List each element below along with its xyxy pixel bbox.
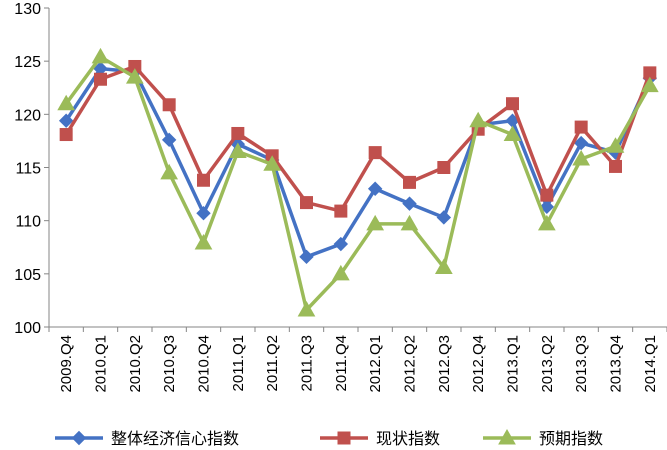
data-point — [58, 113, 74, 128]
x-tick-label: 2013.Q2 — [539, 335, 556, 393]
data-point — [573, 135, 589, 151]
data-point — [194, 233, 213, 250]
y-tick-label: 115 — [15, 161, 41, 178]
series-1 — [58, 61, 658, 265]
data-point — [91, 47, 110, 64]
data-point — [263, 155, 282, 171]
data-point — [503, 125, 522, 142]
y-tick-label: 120 — [14, 107, 41, 124]
legend-item-2: 现状指数 — [320, 429, 440, 448]
data-point — [334, 204, 348, 218]
x-tick-label: 2014.Q1 — [642, 335, 659, 393]
series-layer — [57, 47, 659, 317]
legend-swatch-marker — [71, 430, 87, 446]
legend-item-3: 预期指数 — [483, 428, 603, 448]
data-point — [228, 142, 247, 159]
data-point — [537, 214, 556, 231]
x-axis-ticks: 2009.Q4 2010.Q1 2010.Q2 2010.Q3 2010.Q4 2011.… — [48, 327, 667, 393]
x-tick-label: 2012.Q1 — [367, 335, 384, 393]
x-tick-label: 2013.Q1 — [505, 335, 522, 393]
data-point — [161, 132, 177, 148]
data-point — [300, 196, 313, 210]
data-point — [366, 214, 385, 231]
data-point — [402, 196, 417, 211]
data-point — [59, 128, 73, 142]
axes — [48, 8, 667, 328]
x-tick-label: 2011.Q4 — [333, 335, 350, 391]
data-point — [125, 68, 144, 84]
data-point — [367, 181, 383, 196]
x-tick-label: 2010.Q2 — [127, 335, 144, 393]
x-tick-label: 2012.Q3 — [436, 335, 453, 393]
series-2 — [59, 59, 657, 218]
x-tick-label: 2011.Q3 — [299, 335, 316, 391]
data-point — [299, 249, 314, 265]
legend: 整体经济信心指数 现状指数 预期指数 — [55, 428, 603, 448]
data-point — [574, 120, 588, 134]
x-tick-label: 2010.Q1 — [93, 335, 110, 393]
data-point — [160, 163, 179, 180]
data-point — [331, 264, 350, 281]
legend-label: 整体经济信心指数 — [111, 429, 239, 448]
data-point — [197, 173, 210, 187]
x-tick-label: 2010.Q3 — [161, 335, 178, 393]
data-point — [196, 206, 211, 221]
data-point — [572, 149, 591, 166]
x-tick-label: 2009.Q4 — [58, 335, 75, 393]
data-point — [436, 210, 452, 225]
data-point — [57, 94, 76, 111]
series-line — [64, 55, 652, 312]
data-point — [297, 300, 316, 317]
series-3 — [57, 47, 659, 317]
x-tick-label: 2011.Q1 — [230, 335, 247, 391]
x-tick-label: 2012.Q4 — [470, 335, 487, 393]
data-point — [434, 258, 453, 274]
x-tick-label: 2013.Q4 — [608, 335, 625, 393]
data-point — [606, 137, 625, 153]
y-tick-label: 130 — [14, 1, 41, 18]
data-point — [540, 188, 554, 202]
x-tick-label: 2011.Q2 — [264, 335, 281, 391]
data-point — [469, 111, 488, 128]
data-point — [506, 97, 519, 111]
data-point — [368, 146, 382, 160]
y-tick-label: 125 — [14, 54, 41, 71]
legend-label: 现状指数 — [376, 429, 440, 448]
legend-swatch-marker — [498, 428, 516, 445]
series-line — [64, 64, 652, 213]
data-point — [539, 199, 555, 215]
x-tick-label: 2010.Q4 — [196, 335, 213, 393]
x-tick-label: 2012.Q2 — [402, 335, 419, 393]
data-point — [403, 175, 416, 189]
data-point — [333, 236, 349, 252]
data-point — [609, 159, 622, 173]
data-point — [437, 161, 451, 174]
data-point — [640, 76, 659, 93]
y-tick-label: 105 — [14, 267, 41, 284]
data-point — [162, 98, 176, 112]
data-point — [400, 214, 419, 231]
data-point — [94, 72, 107, 86]
x-tick-label: 2013.Q3 — [573, 335, 590, 393]
data-point — [231, 126, 245, 140]
y-tick-label: 100 — [14, 320, 41, 337]
y-axis-ticks: 100 105 110 115 120 125 130 — [14, 1, 49, 337]
y-tick-label: 110 — [15, 214, 41, 231]
legend-label: 预期指数 — [539, 429, 603, 448]
legend-item-1: 整体经济信心指数 — [55, 429, 239, 448]
legend-swatch-marker — [337, 431, 351, 445]
